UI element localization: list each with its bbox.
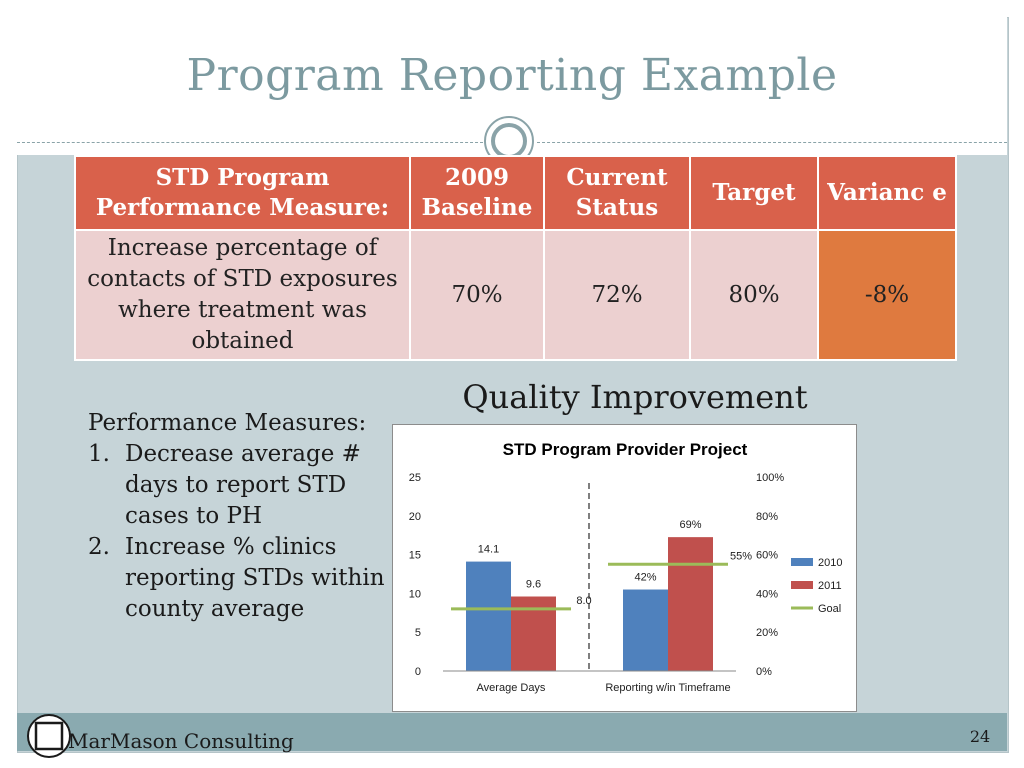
header-target: Target: [689, 155, 819, 231]
y-left-tick-label: 25: [409, 472, 421, 484]
title-divider-left: [17, 142, 483, 143]
bar-data-label: 14.1: [478, 544, 499, 556]
performance-measures-heading: Performance Measures:: [88, 410, 367, 436]
list-item-text: Increase % clinics reporting STDs within…: [125, 534, 385, 622]
chart-canvas: STD Program Provider Project 0 5 10 15 20 25 0%…: [409, 440, 843, 694]
legend-label: Goal: [818, 603, 841, 615]
y-right-tick-label: 40%: [756, 588, 778, 600]
legend-label: 2011: [818, 580, 842, 592]
x-tick-label: Reporting w/in Timeframe: [605, 682, 730, 694]
goal-data-label: 8.0: [576, 595, 591, 607]
quality-improvement-heading: Quality Improvement: [462, 378, 808, 416]
header-measure: STD Program Performance Measure:: [74, 155, 411, 231]
header-current: Current Status: [543, 155, 691, 231]
page-number: 24: [969, 727, 991, 746]
list-item-number: 2.: [88, 534, 110, 560]
cell-current: 72%: [543, 229, 691, 361]
table-row: Increase percentage of contacts of STD e…: [74, 229, 957, 361]
performance-measures: Performance Measures: 1. Decrease averag…: [88, 408, 388, 625]
cell-target: 80%: [689, 229, 819, 361]
legend-label: 2010: [818, 557, 842, 569]
header-baseline: 2009 Baseline: [409, 155, 545, 231]
y-right-tick-label: 0%: [756, 666, 772, 678]
provider-project-chart: STD Program Provider Project 0 5 10 15 20 25 0%…: [392, 424, 857, 712]
footer-band: [17, 713, 1007, 751]
list-item-text: Decrease average # days to report STD ca…: [125, 441, 361, 529]
legend-swatch-2011: [791, 581, 813, 589]
bar-data-label: 9.6: [526, 579, 541, 591]
ring-ornament-inner-icon: [491, 123, 527, 159]
cell-baseline: 70%: [409, 229, 545, 361]
list-item-number: 1.: [88, 441, 110, 467]
bar-2010-0: [466, 561, 511, 671]
cell-measure: Increase percentage of contacts of STD e…: [74, 229, 411, 361]
chart-title: STD Program Provider Project: [503, 440, 748, 459]
goal-data-label: 55%: [730, 550, 752, 562]
cell-variance: -8%: [817, 229, 957, 361]
y-right-tick-label: 100%: [756, 472, 784, 484]
legend-swatch-2010: [791, 558, 813, 566]
performance-measures-list: 1. Decrease average # days to report STD…: [88, 439, 388, 625]
measure-table: STD Program Performance Measure: 2009 Ba…: [74, 155, 957, 361]
y-left-tick-label: 0: [415, 666, 421, 678]
list-item: 1. Decrease average # days to report STD…: [88, 439, 388, 532]
y-left-tick-label: 5: [415, 627, 421, 639]
header-variance: Varianc e: [817, 155, 957, 231]
y-left-tick-label: 15: [409, 550, 421, 562]
bar-data-label: 42%: [634, 572, 656, 584]
y-left-tick-label: 10: [409, 588, 421, 600]
logo-icon: [27, 714, 71, 758]
y-right-tick-label: 20%: [756, 627, 778, 639]
slide-title: Program Reporting Example: [186, 50, 838, 101]
y-left-tick-label: 20: [409, 511, 421, 523]
bar-data-label: 69%: [679, 519, 701, 531]
y-right-tick-label: 80%: [756, 511, 778, 523]
footer-company-name: MarMason Consulting: [68, 729, 294, 753]
x-tick-label: Average Days: [477, 682, 546, 694]
list-item: 2. Increase % clinics reporting STDs wit…: [88, 532, 388, 625]
table-header-row: STD Program Performance Measure: 2009 Ba…: [74, 155, 957, 231]
bar-2010-1: [623, 589, 668, 671]
title-divider-right: [537, 142, 1007, 143]
bar-2011-1: [668, 537, 713, 671]
y-right-tick-label: 60%: [756, 550, 778, 562]
